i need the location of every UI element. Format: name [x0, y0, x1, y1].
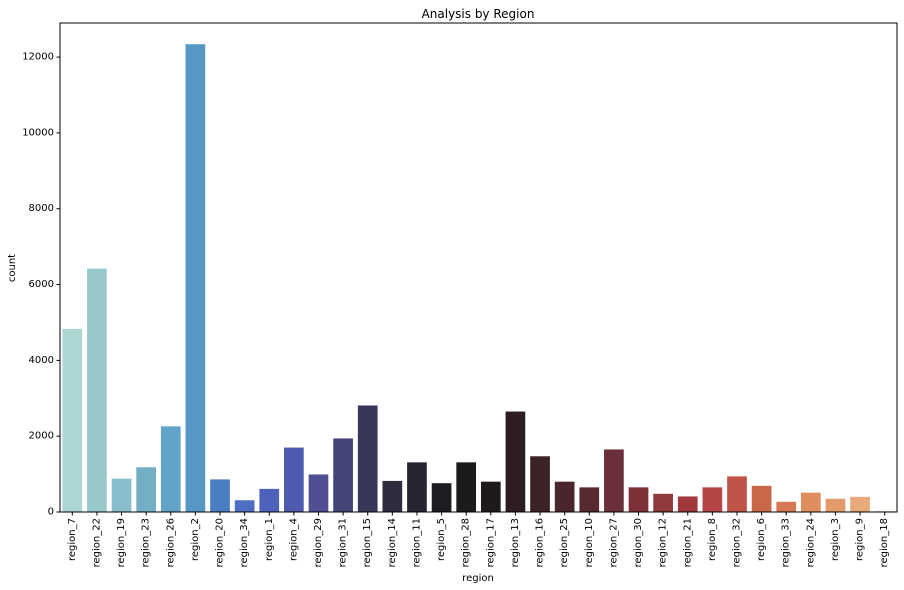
- x-tick-label: region_11: [411, 518, 422, 567]
- x-tick-label: region_17: [485, 518, 496, 567]
- bar-region-15: [357, 405, 378, 512]
- x-tick-label: region_6: [756, 518, 767, 561]
- bar-region-31: [333, 438, 353, 512]
- bar-region-25: [554, 481, 575, 512]
- x-tick-label: region_23: [141, 518, 152, 567]
- x-tick-label: region_29: [313, 518, 324, 567]
- x-tick-label: region_32: [731, 518, 742, 567]
- x-axis: region_7 region_22 region_19 region_23 regio…: [67, 512, 890, 567]
- bar-region-9: [850, 496, 870, 512]
- x-tick-label: region_25: [559, 518, 570, 567]
- bar-region-17: [480, 481, 501, 512]
- bar-region-27: [604, 449, 624, 512]
- x-tick-label: region_8: [707, 518, 718, 561]
- y-tick-label: 6000: [29, 279, 54, 290]
- x-axis-label: region: [462, 573, 494, 584]
- bar-region-21: [677, 496, 698, 512]
- bar-region-22: [87, 268, 107, 512]
- x-tick-label: region_14: [387, 518, 398, 567]
- y-tick-label: 2000: [29, 431, 54, 442]
- x-tick-label: region_7: [67, 518, 78, 561]
- y-tick-label: 12000: [22, 52, 54, 63]
- y-axis: 0 2000 4000 6000 8000 10000 12000: [22, 52, 60, 518]
- bar-region-34: [234, 500, 255, 512]
- bar-region-28: [456, 462, 477, 512]
- bar-region-7: [62, 328, 83, 512]
- x-tick-label: region_20: [215, 518, 226, 567]
- x-tick-label: region_5: [436, 518, 447, 561]
- x-tick-label: region_9: [855, 518, 866, 561]
- bar-region-12: [653, 493, 673, 512]
- bar-region-33: [776, 501, 797, 512]
- y-tick-label: 0: [48, 507, 54, 518]
- x-tick-label: region_27: [608, 518, 619, 567]
- y-tick-label: 4000: [29, 355, 54, 366]
- chart-title: Analysis by Region: [422, 7, 535, 21]
- plot-frame: [59, 22, 898, 513]
- x-tick-label: region_15: [362, 518, 373, 567]
- bar-region-30: [628, 487, 649, 512]
- bar-region-29: [308, 474, 329, 512]
- x-tick-label: region_30: [633, 518, 644, 567]
- bar-region-19: [111, 478, 132, 512]
- bar-region-16: [530, 456, 550, 512]
- bar-region-23: [136, 467, 156, 512]
- bar-region-32: [727, 476, 747, 512]
- x-tick-label: region_24: [805, 518, 816, 567]
- bar-region-2: [185, 44, 206, 512]
- bar-region-5: [431, 483, 452, 512]
- bar-region-4: [284, 447, 304, 512]
- bar-region-24: [800, 492, 821, 512]
- bars-group: [62, 44, 895, 512]
- bar-region-26: [160, 426, 181, 512]
- x-tick-label: region_10: [584, 518, 595, 567]
- bar-region-13: [505, 411, 526, 512]
- x-tick-label: region_33: [781, 518, 792, 567]
- bar-region-14: [382, 480, 403, 512]
- x-tick-label: region_3: [830, 518, 841, 561]
- x-tick-label: region_19: [116, 518, 127, 567]
- x-tick-label: region_12: [658, 518, 669, 567]
- x-tick-label: region_4: [288, 518, 299, 561]
- x-tick-label: region_34: [239, 518, 250, 567]
- x-tick-label: region_21: [682, 518, 693, 567]
- y-tick-label: 8000: [29, 203, 54, 214]
- x-tick-label: region_13: [510, 518, 521, 567]
- x-tick-label: region_2: [190, 518, 201, 561]
- x-tick-label: region_16: [535, 518, 546, 567]
- x-tick-label: region_18: [879, 518, 890, 567]
- bar-region-1: [259, 488, 280, 512]
- bar-region-3: [825, 498, 846, 512]
- bar-region-10: [579, 487, 600, 512]
- x-tick-label: region_22: [91, 518, 102, 567]
- y-axis-label: count: [7, 254, 18, 282]
- x-tick-label: region_31: [338, 518, 349, 567]
- y-tick-label: 10000: [22, 127, 54, 138]
- bar-region-6: [751, 485, 772, 512]
- bar-region-8: [702, 487, 723, 512]
- bar-region-11: [407, 462, 427, 512]
- x-tick-label: region_28: [461, 518, 472, 567]
- bar-region-20: [210, 479, 230, 512]
- x-tick-label: region_26: [165, 518, 176, 567]
- x-tick-label: region_1: [264, 518, 275, 561]
